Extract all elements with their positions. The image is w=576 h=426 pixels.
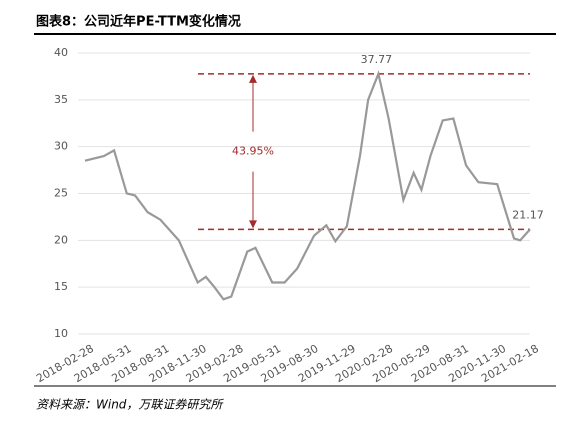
y-tick-label: 35 xyxy=(54,93,68,106)
y-tick-label: 10 xyxy=(54,327,68,340)
y-tick-label: 40 xyxy=(54,46,68,59)
line-series xyxy=(84,70,531,301)
y-tick-label: 15 xyxy=(54,280,68,293)
source: 资料来源：Wind，万联证券研究所 xyxy=(36,398,224,412)
arrow-head xyxy=(249,74,257,83)
annotation: 43.95% xyxy=(232,145,274,158)
data-label: 37.77 xyxy=(361,53,393,66)
y-tick-label: 25 xyxy=(54,187,68,200)
arrow-head xyxy=(249,220,257,229)
data-label: 21.17 xyxy=(512,208,544,221)
chart-title: 图表8：公司近年PE-TTM变化情况 xyxy=(36,14,241,30)
y-tick-label: 30 xyxy=(54,140,68,153)
y-tick-label: 20 xyxy=(54,233,68,246)
